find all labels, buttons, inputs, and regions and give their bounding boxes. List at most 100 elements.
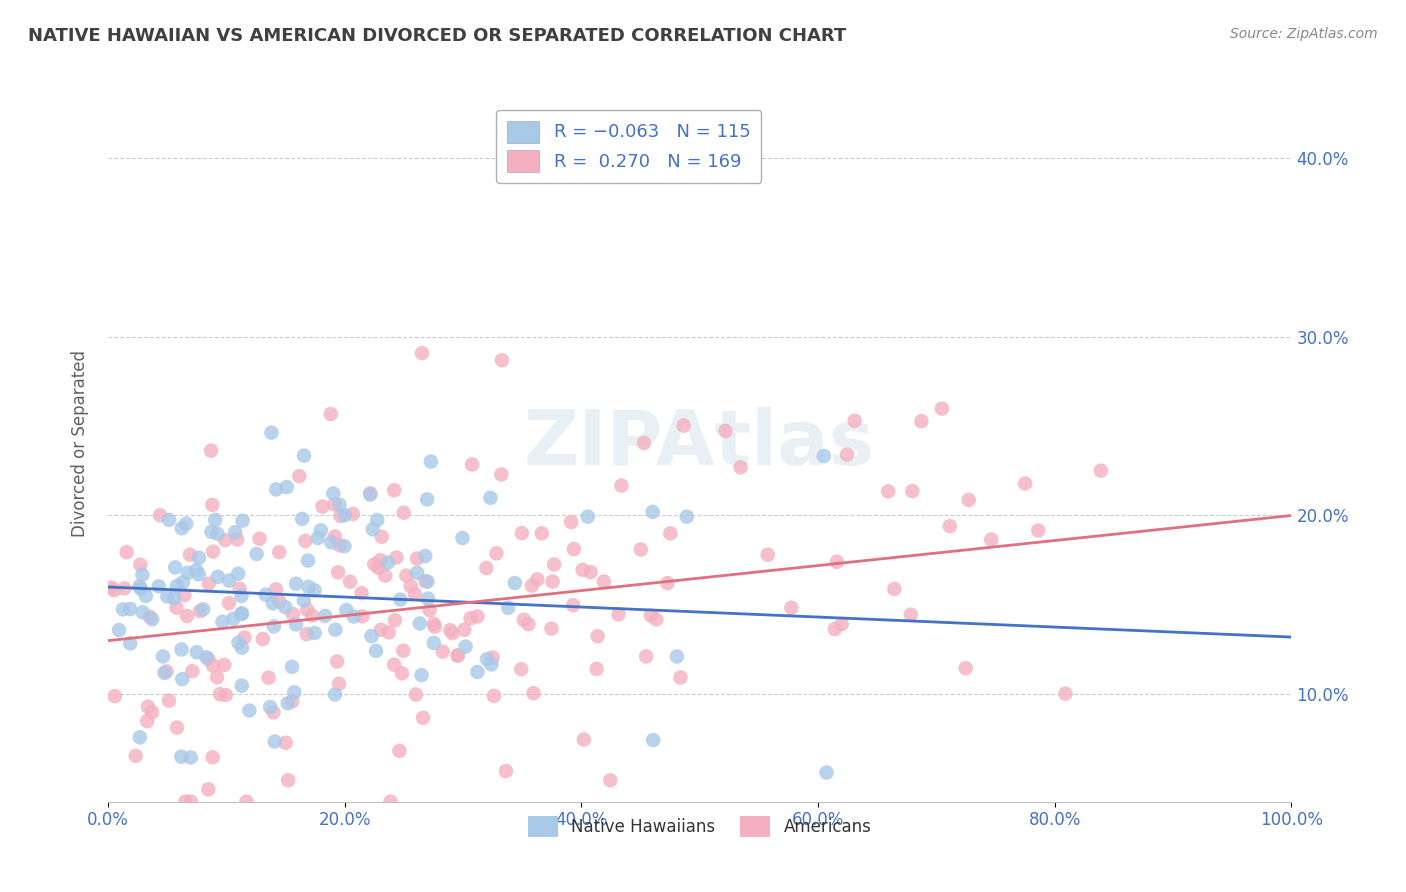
Point bbox=[218, 574, 240, 588]
Point bbox=[295, 627, 318, 641]
Point bbox=[156, 590, 179, 604]
Point bbox=[592, 574, 614, 589]
Point bbox=[204, 513, 226, 527]
Point bbox=[165, 560, 187, 574]
Point bbox=[114, 582, 136, 596]
Point bbox=[231, 607, 253, 621]
Point bbox=[166, 579, 188, 593]
Point bbox=[370, 623, 392, 637]
Point bbox=[374, 568, 396, 582]
Point bbox=[120, 602, 142, 616]
Point bbox=[412, 711, 434, 725]
Point bbox=[276, 480, 298, 494]
Point bbox=[451, 531, 474, 545]
Point bbox=[288, 469, 311, 483]
Point bbox=[824, 622, 846, 636]
Point bbox=[980, 533, 1002, 547]
Point bbox=[228, 582, 250, 596]
Point bbox=[405, 688, 427, 702]
Point bbox=[491, 467, 513, 482]
Point bbox=[148, 579, 170, 593]
Point bbox=[352, 609, 374, 624]
Point bbox=[181, 665, 204, 679]
Point bbox=[645, 612, 668, 626]
Point bbox=[186, 645, 208, 659]
Point bbox=[292, 449, 315, 463]
Point bbox=[333, 539, 356, 553]
Point bbox=[586, 629, 609, 643]
Point bbox=[439, 623, 461, 637]
Point bbox=[571, 563, 593, 577]
Point bbox=[482, 689, 505, 703]
Point bbox=[467, 609, 489, 624]
Point bbox=[481, 650, 503, 665]
Point bbox=[277, 773, 299, 788]
Point bbox=[188, 550, 211, 565]
Point bbox=[157, 513, 180, 527]
Point bbox=[399, 579, 422, 593]
Point bbox=[222, 612, 245, 626]
Point bbox=[264, 582, 287, 597]
Point bbox=[215, 688, 238, 702]
Point bbox=[447, 648, 470, 663]
Point bbox=[342, 507, 364, 521]
Point bbox=[329, 538, 352, 552]
Point bbox=[179, 548, 201, 562]
Point bbox=[363, 558, 385, 572]
Point bbox=[825, 555, 848, 569]
Point bbox=[291, 512, 314, 526]
Point bbox=[541, 574, 564, 589]
Point bbox=[416, 591, 439, 606]
Point bbox=[228, 635, 250, 649]
Point bbox=[1026, 524, 1049, 538]
Point bbox=[815, 765, 838, 780]
Point bbox=[115, 545, 138, 559]
Point bbox=[844, 414, 866, 428]
Point bbox=[415, 574, 437, 589]
Point bbox=[385, 550, 408, 565]
Point bbox=[378, 625, 401, 640]
Point bbox=[128, 731, 150, 745]
Point bbox=[201, 498, 224, 512]
Point bbox=[939, 519, 962, 533]
Point bbox=[329, 509, 352, 524]
Point bbox=[475, 652, 498, 666]
Point bbox=[339, 574, 361, 589]
Point bbox=[252, 632, 274, 646]
Point bbox=[495, 764, 517, 778]
Point bbox=[208, 687, 231, 701]
Point bbox=[141, 705, 163, 719]
Point bbox=[153, 665, 176, 680]
Point bbox=[599, 773, 621, 788]
Point bbox=[404, 587, 426, 601]
Point bbox=[610, 478, 633, 492]
Point bbox=[377, 556, 399, 570]
Point bbox=[419, 603, 441, 617]
Point bbox=[366, 513, 388, 527]
Point bbox=[177, 566, 200, 580]
Point bbox=[522, 686, 544, 700]
Point bbox=[260, 425, 283, 440]
Point bbox=[281, 660, 304, 674]
Point bbox=[197, 576, 219, 591]
Point bbox=[406, 566, 429, 580]
Point bbox=[319, 407, 342, 421]
Point bbox=[202, 544, 225, 558]
Point bbox=[780, 600, 803, 615]
Point bbox=[328, 677, 350, 691]
Point bbox=[475, 561, 498, 575]
Point bbox=[120, 636, 142, 650]
Point bbox=[384, 613, 406, 627]
Point bbox=[100, 581, 122, 595]
Point bbox=[269, 545, 291, 559]
Text: ZIPAtlas: ZIPAtlas bbox=[524, 407, 876, 481]
Point bbox=[323, 498, 346, 512]
Point bbox=[187, 567, 209, 582]
Point bbox=[163, 591, 186, 606]
Point bbox=[370, 530, 392, 544]
Point bbox=[636, 649, 658, 664]
Point bbox=[207, 526, 229, 541]
Point bbox=[231, 607, 253, 621]
Y-axis label: Divorced or Separated: Divorced or Separated bbox=[72, 351, 89, 538]
Point bbox=[174, 795, 197, 809]
